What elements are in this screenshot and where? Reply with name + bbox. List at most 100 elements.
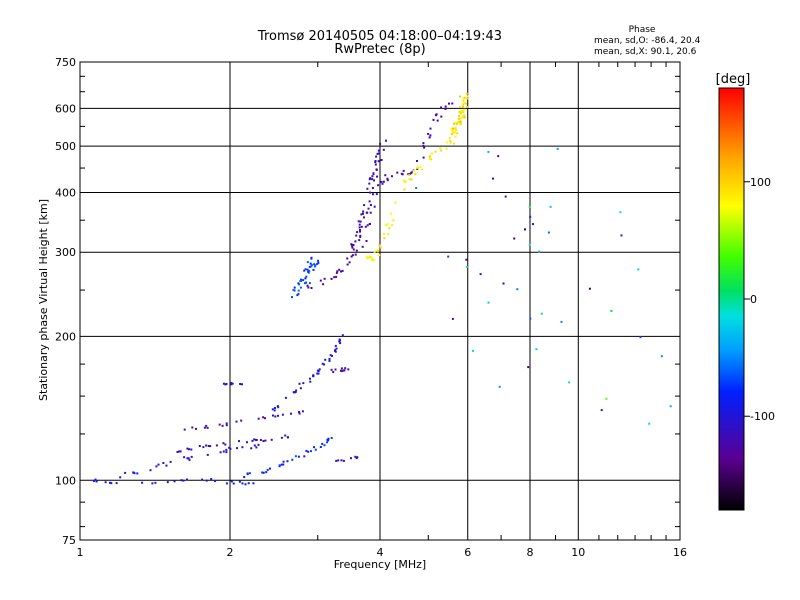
data-point bbox=[430, 152, 433, 155]
data-point bbox=[222, 382, 225, 385]
grid-lines bbox=[80, 62, 680, 540]
data-point bbox=[228, 446, 231, 449]
data-point bbox=[151, 482, 154, 485]
data-point bbox=[322, 283, 325, 286]
data-point bbox=[359, 234, 362, 237]
data-point bbox=[294, 455, 297, 458]
data-point bbox=[410, 171, 413, 174]
data-point bbox=[305, 281, 307, 284]
data-point bbox=[355, 234, 358, 237]
data-point bbox=[342, 459, 345, 462]
data-point bbox=[362, 212, 364, 215]
data-point bbox=[465, 258, 468, 261]
data-point bbox=[347, 368, 350, 371]
data-point bbox=[298, 411, 300, 413]
data-point bbox=[453, 131, 456, 134]
data-point bbox=[366, 257, 369, 260]
data-point bbox=[95, 480, 98, 483]
data-point bbox=[378, 244, 381, 247]
data-point bbox=[372, 193, 374, 196]
x-axis-ticks: 1 2 4 6 8 10 16 bbox=[77, 62, 687, 559]
data-point bbox=[547, 231, 550, 234]
data-point bbox=[535, 348, 538, 351]
data-point bbox=[188, 458, 191, 461]
data-point bbox=[264, 417, 266, 420]
colorbar-label: [deg] bbox=[716, 72, 751, 87]
data-point bbox=[319, 279, 322, 282]
data-point bbox=[225, 448, 228, 451]
data-point bbox=[369, 191, 372, 194]
data-point bbox=[385, 224, 387, 227]
data-point bbox=[334, 349, 337, 352]
data-point bbox=[304, 268, 307, 271]
data-point bbox=[335, 459, 338, 462]
data-point bbox=[314, 265, 316, 268]
data-point bbox=[238, 480, 241, 483]
data-point bbox=[330, 277, 333, 280]
data-point bbox=[459, 123, 462, 126]
data-point bbox=[369, 211, 372, 214]
data-point bbox=[369, 256, 372, 259]
data-point bbox=[388, 227, 391, 230]
data-point bbox=[382, 180, 385, 183]
data-point bbox=[464, 102, 467, 105]
x-axis-label: Frequency [MHz] bbox=[334, 558, 426, 571]
data-point bbox=[660, 355, 663, 358]
data-point bbox=[463, 114, 465, 117]
data-point bbox=[362, 210, 365, 213]
data-point bbox=[454, 135, 457, 138]
data-point bbox=[270, 438, 273, 441]
data-point bbox=[451, 102, 454, 105]
data-point bbox=[465, 92, 468, 95]
data-point bbox=[356, 231, 359, 234]
colorbar-tick-label: 0 bbox=[750, 293, 757, 306]
data-point bbox=[339, 342, 342, 345]
data-point bbox=[453, 122, 455, 125]
data-point bbox=[364, 225, 367, 228]
colorbar-tick-label: 100 bbox=[750, 176, 771, 189]
data-point bbox=[458, 115, 460, 118]
data-point bbox=[378, 254, 381, 256]
data-point bbox=[205, 444, 208, 447]
data-point bbox=[373, 258, 376, 261]
data-point bbox=[317, 372, 320, 375]
data-point bbox=[251, 439, 254, 442]
data-point bbox=[271, 408, 274, 411]
data-point bbox=[445, 141, 448, 144]
data-point bbox=[449, 141, 452, 144]
data-point bbox=[332, 371, 335, 373]
data-point bbox=[316, 372, 319, 375]
data-point bbox=[308, 282, 311, 285]
data-point bbox=[375, 168, 378, 171]
data-point bbox=[359, 229, 361, 231]
data-point bbox=[239, 383, 242, 385]
data-point bbox=[429, 127, 432, 130]
data-point bbox=[350, 255, 353, 258]
data-point bbox=[92, 480, 95, 482]
data-point bbox=[310, 450, 312, 453]
data-point bbox=[317, 261, 320, 264]
data-point bbox=[380, 180, 383, 183]
data-point bbox=[351, 246, 354, 249]
data-point bbox=[273, 409, 276, 412]
data-point bbox=[374, 161, 377, 164]
data-point bbox=[346, 257, 349, 260]
data-point bbox=[430, 158, 433, 161]
data-point bbox=[312, 268, 315, 271]
data-point bbox=[351, 244, 354, 247]
data-point bbox=[218, 423, 221, 426]
x-tick-label: 16 bbox=[673, 546, 687, 559]
data-point bbox=[335, 347, 338, 350]
data-point bbox=[540, 312, 543, 315]
data-point bbox=[392, 219, 395, 222]
data-point bbox=[648, 422, 651, 425]
data-point bbox=[298, 412, 301, 415]
data-point bbox=[382, 148, 385, 151]
data-point bbox=[401, 173, 404, 176]
data-point bbox=[448, 137, 451, 140]
data-point bbox=[340, 270, 342, 273]
data-point bbox=[408, 178, 411, 181]
data-point bbox=[428, 158, 431, 160]
data-point bbox=[241, 383, 243, 386]
data-point bbox=[225, 383, 228, 385]
